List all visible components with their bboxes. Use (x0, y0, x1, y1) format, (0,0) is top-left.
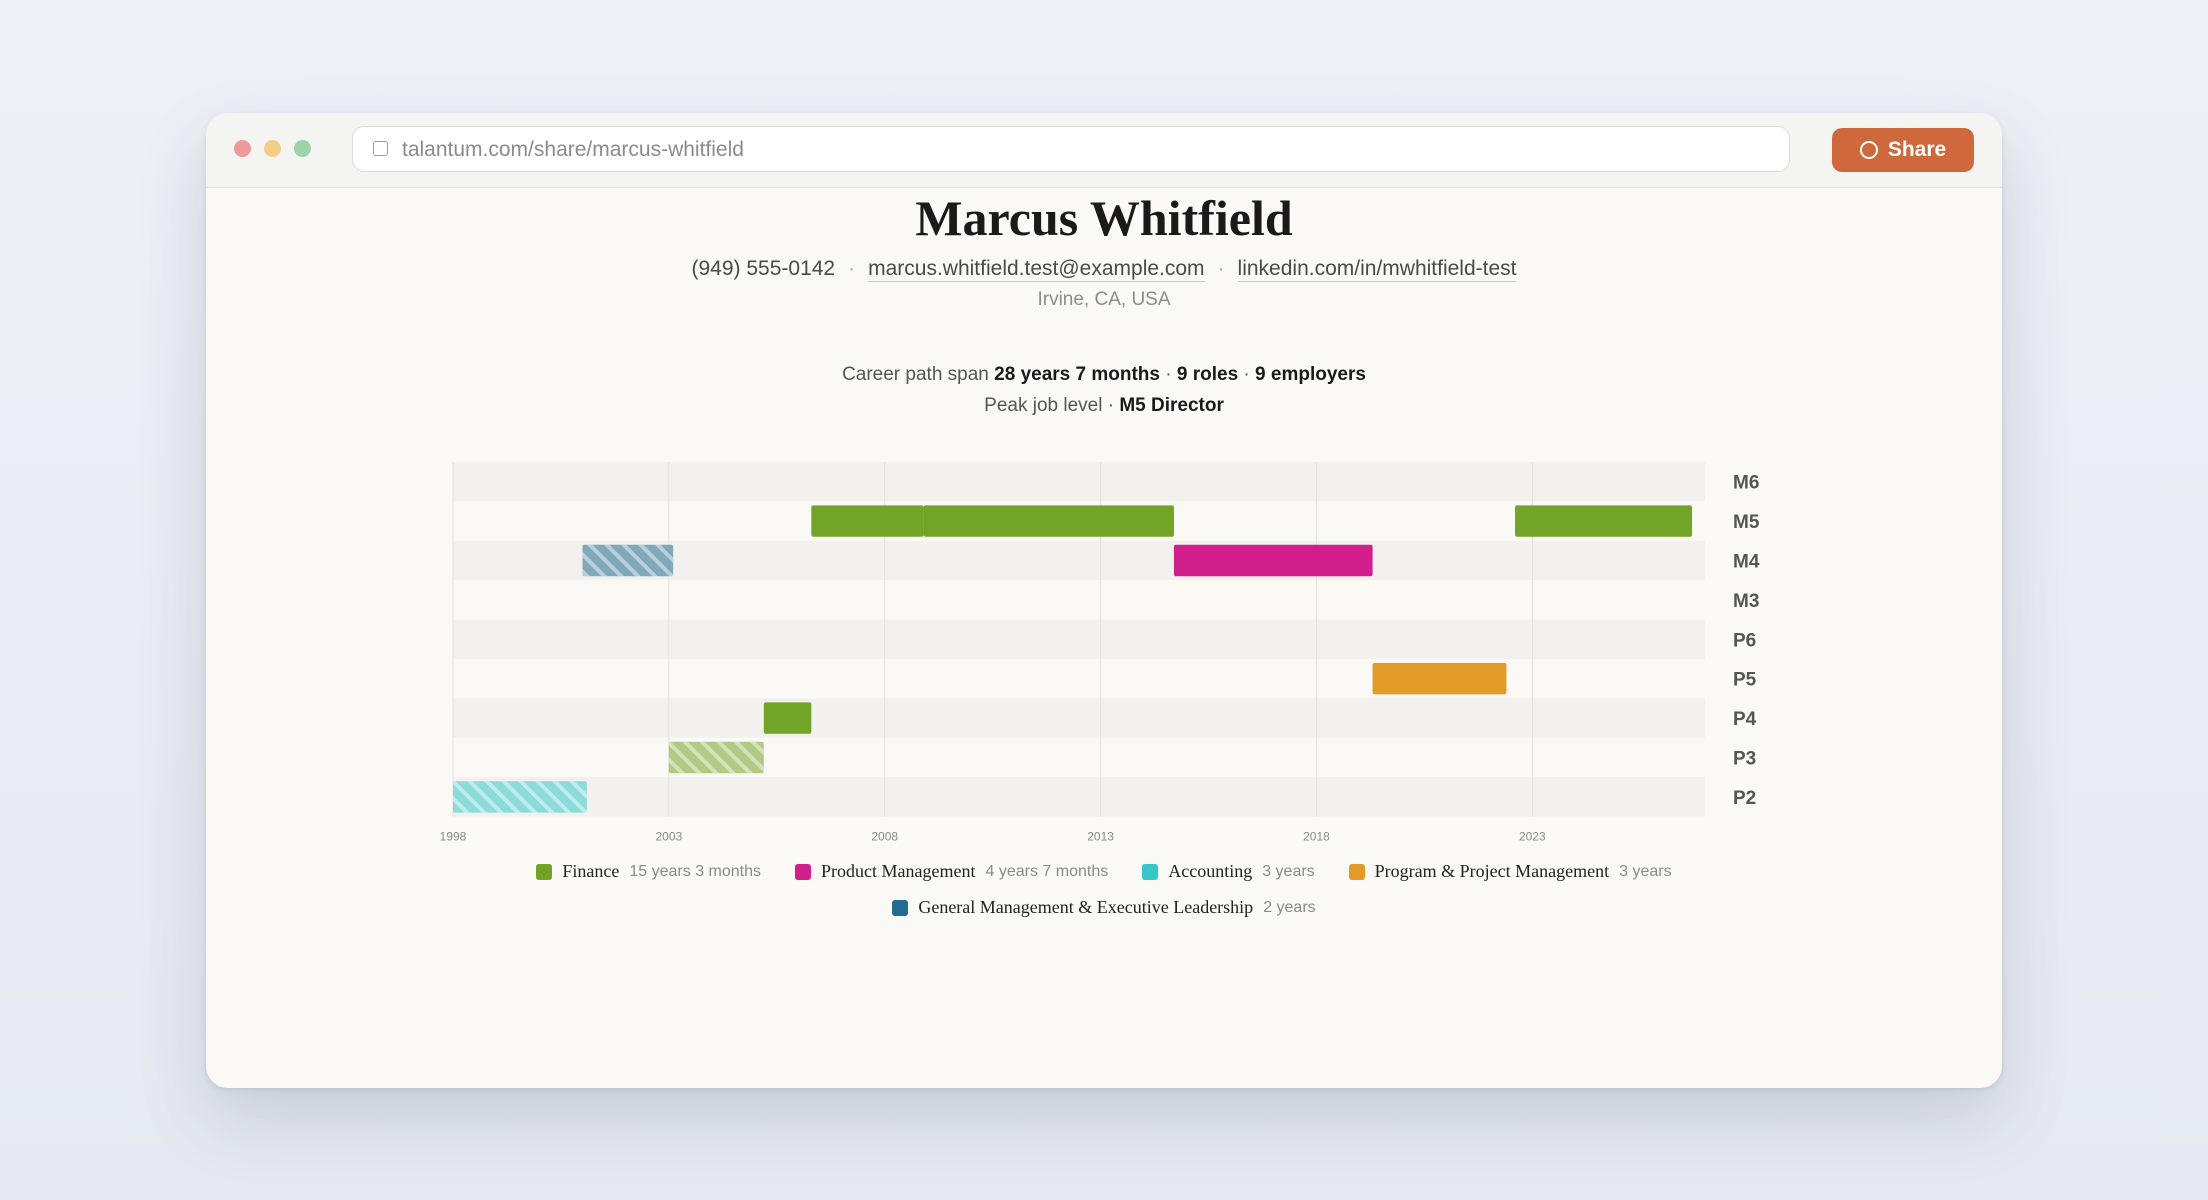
chart-row-band (453, 777, 1705, 817)
x-tick-label: 2008 (871, 830, 898, 844)
role-bar-hatch (453, 781, 587, 813)
legend-swatch (1348, 863, 1365, 880)
legend-swatch (795, 863, 812, 880)
contact-line: (949) 555-0142 · marcus.whitfield.test@exa… (206, 257, 2002, 282)
role-bar (923, 505, 1174, 537)
employers-value: 9 employers (1255, 364, 1366, 385)
linkedin-link[interactable]: linkedin.com/in/mwhitfield-test (1237, 257, 1517, 282)
legend-duration: 2 years (1263, 898, 1316, 916)
level-label: P3 (1733, 749, 1756, 770)
chart-row-band (453, 737, 1705, 778)
summary-separator: · (1165, 364, 1172, 385)
chart-row-band (453, 698, 1705, 738)
legend-item: Product Management 4 years 7 months (795, 861, 1108, 882)
role-bar (1515, 505, 1693, 537)
level-label: M5 (1733, 512, 1760, 533)
legend-swatch (536, 863, 553, 880)
span-prefix: Career path span (842, 364, 989, 385)
legend-duration: 3 years (1619, 862, 1672, 880)
x-tick-label: 2018 (1303, 830, 1330, 844)
legend-duration: 4 years 7 months (985, 862, 1109, 880)
x-tick-label: 2003 (656, 830, 683, 844)
role-bar (811, 505, 924, 537)
share-button[interactable]: Share (1832, 128, 1974, 172)
roles-value: 9 roles (1176, 364, 1239, 385)
legend-swatch (1142, 863, 1159, 880)
legend-item: General Management & Executive Leadershi… (892, 897, 1316, 918)
role-bar-hatch (668, 741, 764, 774)
level-label: P4 (1733, 709, 1757, 730)
legend-item: Program & Project Management 3 years (1348, 861, 1672, 882)
address-bar[interactable]: talantum.com/share/marcus-whitfield (352, 126, 1790, 172)
phone-number: (949) 555-0142 (691, 257, 836, 280)
browser-toolbar: talantum.com/share/marcus-whitfield Shar… (206, 113, 2002, 188)
chart-row-band (453, 462, 1705, 502)
peak-value: M5 Director (1119, 395, 1224, 416)
level-label: M4 (1733, 552, 1760, 573)
peak-prefix: Peak job level (984, 395, 1103, 416)
legend-duration: 3 years (1262, 862, 1315, 880)
chart-row-band (453, 619, 1705, 659)
chart-row-band (453, 580, 1705, 620)
level-label: P6 (1733, 630, 1756, 651)
career-timeline-chart: M6 M5 M4 M3 P6 P5 P4 P3 P2 1998 2003 2008 2013 2018 20… (440, 462, 1760, 844)
minimize-window-button[interactable] (264, 140, 281, 157)
peak-level-summary: Peak job level · M5 Director (206, 395, 2002, 417)
legend-row: Finance 15 years 3 months Product Manageme… (206, 861, 2002, 885)
legend-swatch (892, 899, 909, 916)
profile-name: Marcus Whitfield (915, 190, 1293, 246)
legend-label: Accounting (1168, 861, 1253, 881)
legend-row: General Management & Executive Leadershi… (206, 897, 2002, 921)
x-tick-label: 2013 (1087, 830, 1114, 844)
level-label: P5 (1733, 670, 1757, 691)
legend-label: General Management & Executive Leadershi… (918, 897, 1254, 917)
browser-window: talantum.com/share/marcus-whitfield Shar… (206, 113, 2002, 1088)
legend-item: Finance 15 years 3 months (536, 861, 761, 882)
legend-label: Product Management (821, 861, 976, 881)
role-bar (1372, 663, 1507, 695)
summary-separator: · (1107, 395, 1115, 416)
role-bar (1173, 544, 1373, 577)
share-button-label: Share (1887, 138, 1947, 161)
level-label: M6 (1733, 473, 1759, 494)
location: Irvine, CA, USA (1037, 289, 1171, 310)
share-icon (1859, 141, 1878, 159)
level-label: P2 (1733, 788, 1756, 809)
summary-separator: · (1243, 364, 1250, 385)
x-tick-label: 2023 (1519, 830, 1546, 844)
contact-separator: · (1217, 257, 1225, 280)
career-span-summary: Career path span 28 years 7 months · 9 r… (206, 364, 2002, 386)
role-bar-hatch (582, 544, 674, 577)
role-bar (763, 702, 812, 734)
x-tick-label: 1998 (440, 830, 467, 844)
page-icon (373, 141, 388, 156)
span-value: 28 years 7 months (994, 364, 1160, 385)
level-label: M3 (1733, 591, 1759, 612)
close-window-button[interactable] (234, 140, 251, 157)
legend-duration: 15 years 3 months (629, 862, 762, 880)
maximize-window-button[interactable] (294, 140, 311, 157)
contact-separator: · (848, 257, 856, 280)
legend-label: Finance (562, 861, 620, 881)
legend-item: Accounting 3 years (1142, 861, 1315, 882)
legend-label: Program & Project Management (1374, 861, 1610, 881)
chart-row-band (453, 659, 1705, 699)
url-text: talantum.com/share/marcus-whitfield (402, 138, 744, 161)
email-link[interactable]: marcus.whitfield.test@example.com (868, 257, 1205, 282)
